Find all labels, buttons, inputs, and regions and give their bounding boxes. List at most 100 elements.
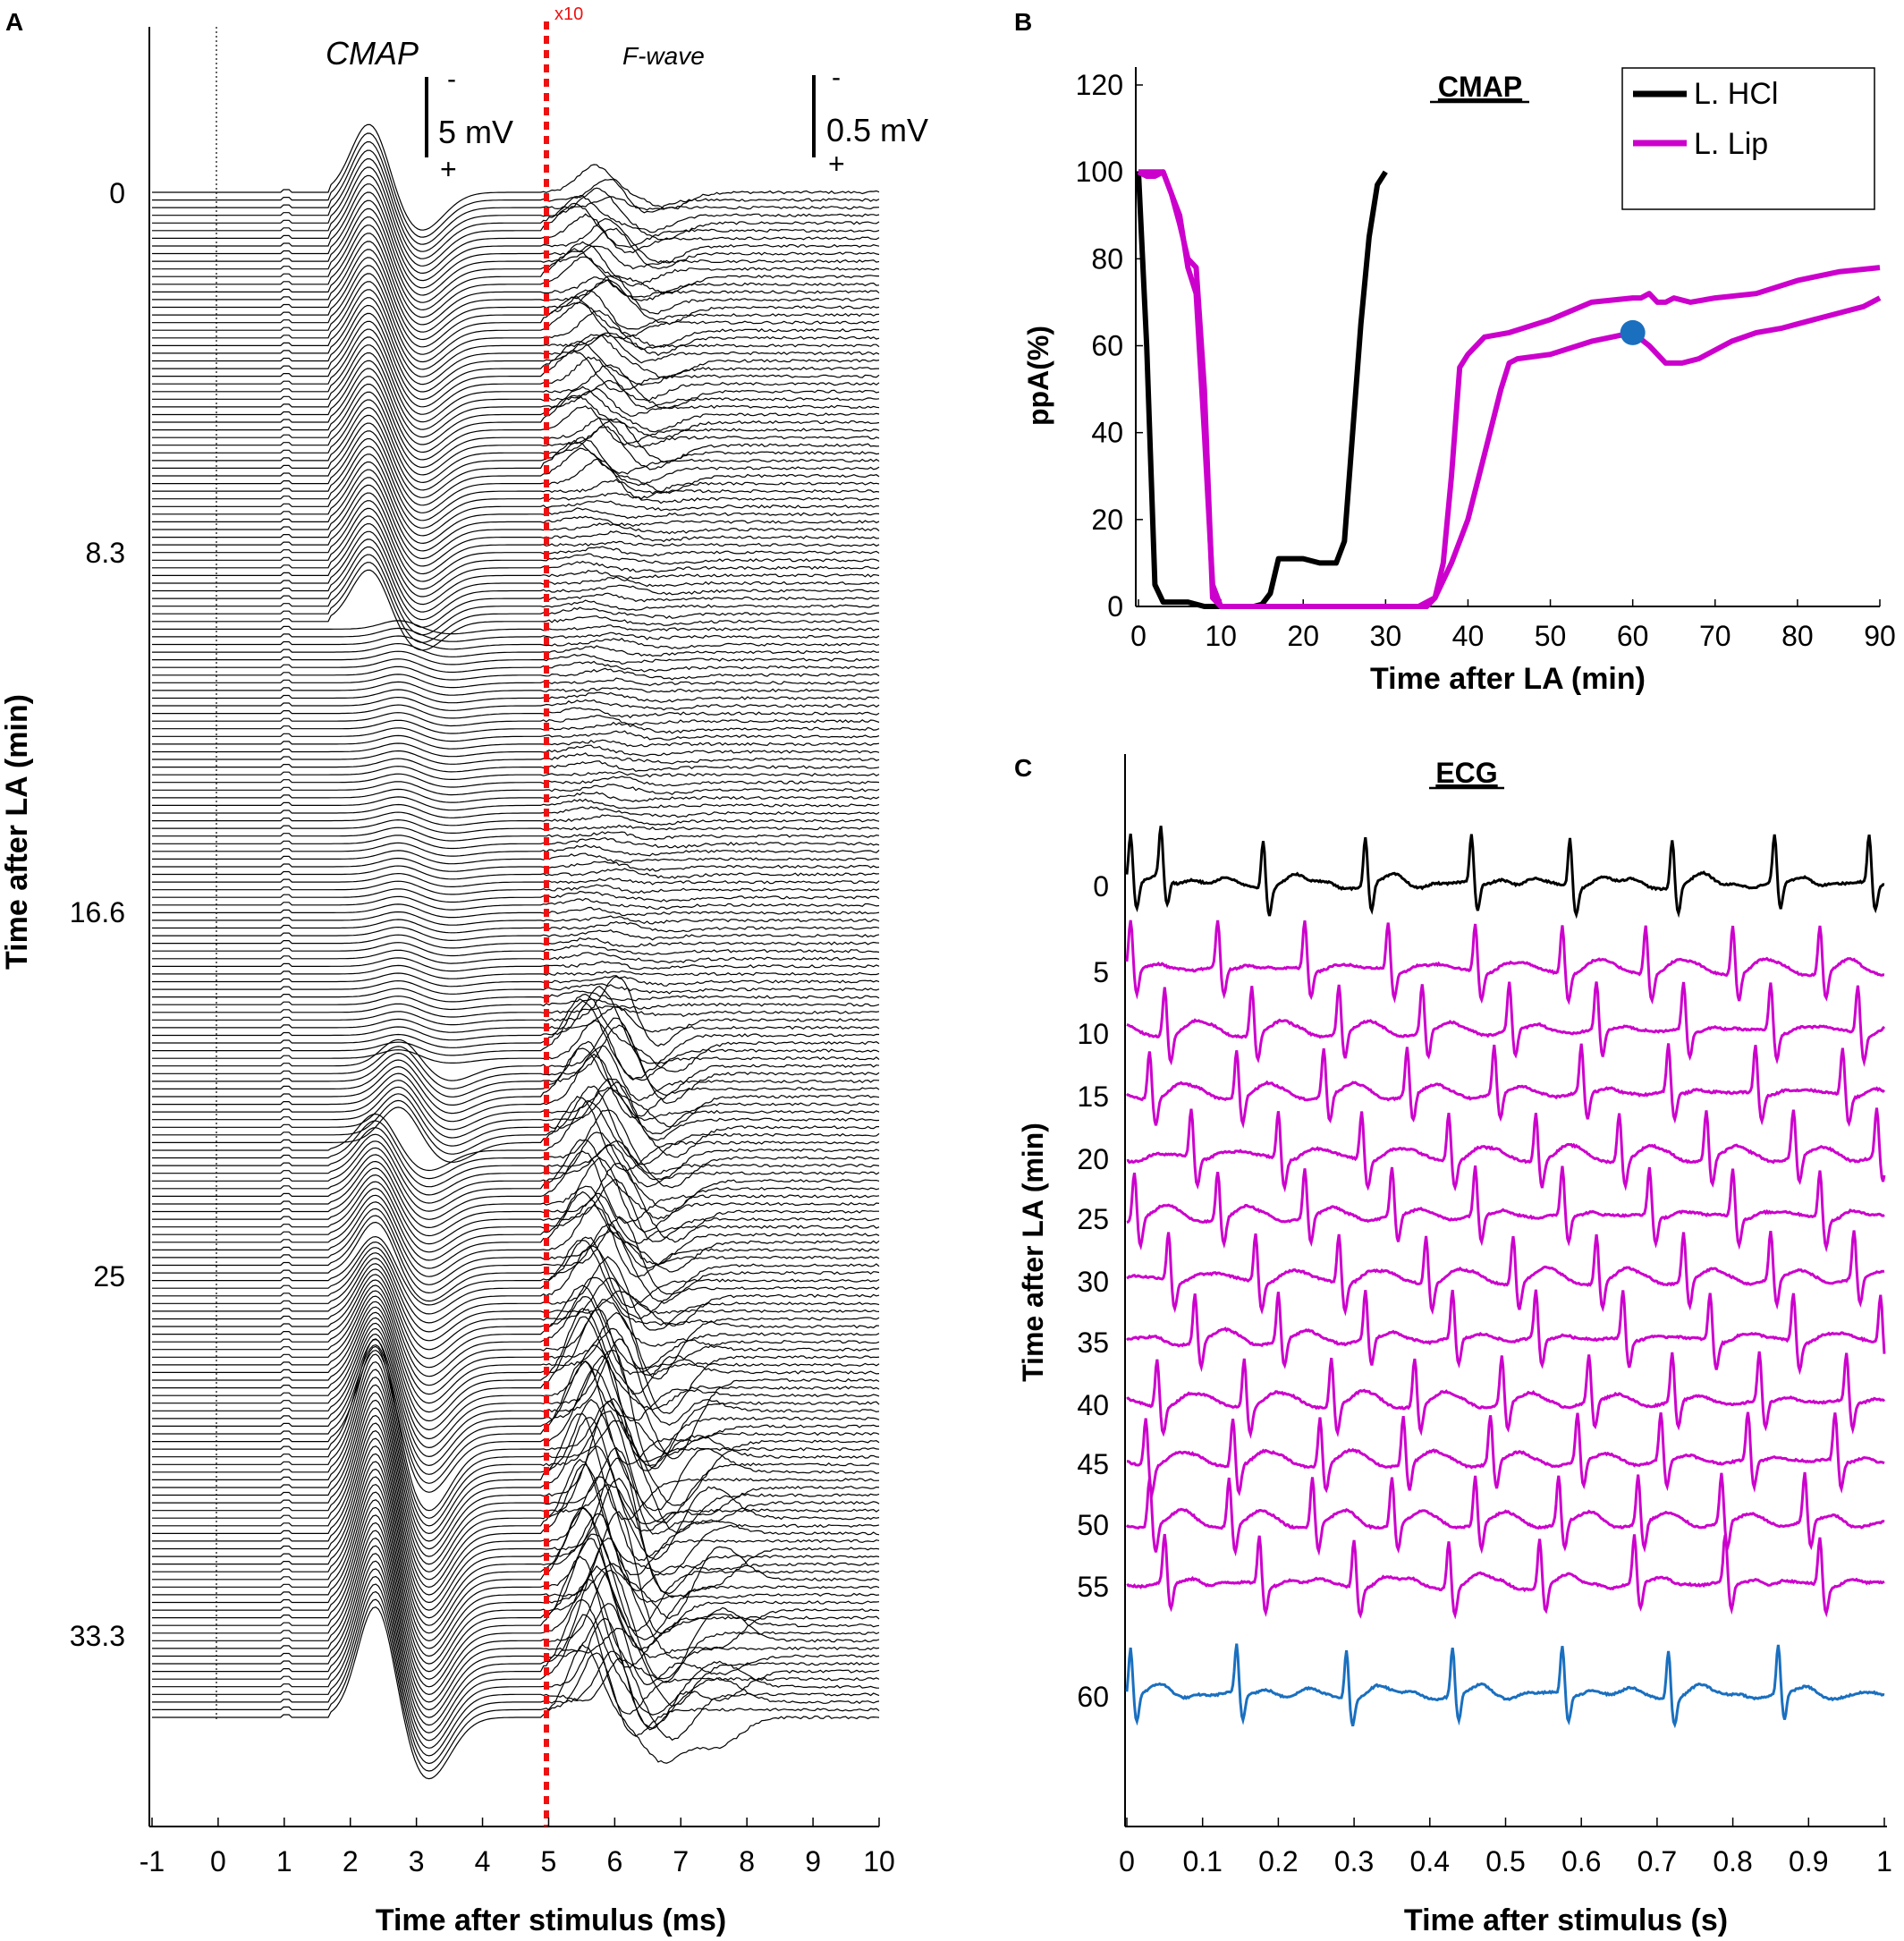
cmap-trace xyxy=(152,742,880,758)
cmap-trace xyxy=(152,1078,879,1158)
cmap-trace xyxy=(152,987,880,1003)
x-tick-label: 0.1 xyxy=(1182,1845,1222,1877)
ecg-row-label: 30 xyxy=(1077,1266,1109,1298)
cmap-trace xyxy=(152,1080,880,1131)
cmap-trace xyxy=(152,996,880,1011)
gain-marker-label: x10 xyxy=(554,4,583,24)
ecg-trace xyxy=(1125,1643,1885,1729)
cmap-trace xyxy=(152,1468,880,1642)
cmap-trace xyxy=(152,1003,880,1018)
x-tick-label: 30 xyxy=(1370,620,1402,652)
cmap-trace xyxy=(152,696,880,711)
x-tick-label: 0.2 xyxy=(1258,1845,1298,1877)
series-line-0 xyxy=(1136,170,1388,609)
y-tick-label: 0 xyxy=(109,177,125,209)
highlight-point xyxy=(1620,319,1646,345)
cmap-trace xyxy=(152,1575,880,1749)
x-tick-label: -1 xyxy=(140,1845,165,1877)
cmap-trace xyxy=(152,312,879,401)
cmap-trace xyxy=(152,1174,880,1245)
cmap-trace xyxy=(152,1127,880,1188)
x-tick-label: 50 xyxy=(1535,620,1567,652)
cmap-trace xyxy=(152,1553,880,1726)
cmap-trace xyxy=(152,888,880,903)
panel-a-label: A xyxy=(5,8,23,36)
ecg-trace xyxy=(1126,1107,1886,1193)
cmap-trace xyxy=(152,734,880,750)
x-tick-label: 1 xyxy=(1876,1845,1892,1877)
cmap-trace xyxy=(152,1181,880,1253)
ecg-trace xyxy=(1125,920,1885,1005)
cmap-trace xyxy=(152,642,880,657)
cmap-trace xyxy=(152,199,880,296)
cmap-trace xyxy=(152,515,880,598)
cmap-trace xyxy=(152,1139,880,1220)
cmap-trace xyxy=(152,712,880,727)
cmap-trace xyxy=(152,216,879,311)
y-tick-label: 100 xyxy=(1076,156,1123,188)
cmap-trace xyxy=(152,1484,880,1657)
cmap-trace xyxy=(152,665,880,681)
cmap-trace xyxy=(152,865,880,880)
cmap-trace xyxy=(152,1506,880,1680)
ecg-row-label: 60 xyxy=(1077,1681,1109,1713)
panel-b: B 0 10 20 30 40 50 60 70 80 90 0 20 40 60 80 100 120 CMA… xyxy=(1014,8,1896,696)
x-tick-label: 90 xyxy=(1864,620,1896,652)
ecg-row-label: 20 xyxy=(1077,1143,1109,1175)
cmap-trace xyxy=(152,1377,880,1550)
cmap-trace xyxy=(152,826,880,842)
cmap-trace xyxy=(152,304,880,393)
cmap-trace xyxy=(152,1461,880,1634)
fwave-scale-plus: + xyxy=(828,148,845,180)
cmap-trace xyxy=(152,1109,880,1189)
cmap-trace xyxy=(152,208,880,303)
cmap-trace xyxy=(152,1274,880,1369)
cmap-trace xyxy=(152,1150,880,1225)
cmap-trace xyxy=(152,191,880,289)
ecg-row-label: 55 xyxy=(1077,1571,1109,1603)
cmap-trace xyxy=(152,1338,880,1512)
cmap-trace xyxy=(152,281,880,370)
cmap-trace xyxy=(152,336,880,423)
cmap-trace xyxy=(152,554,880,636)
cmap-trace xyxy=(152,241,880,333)
cmap-trace xyxy=(152,1384,880,1557)
cmap-trace xyxy=(152,376,880,461)
cmap-trace xyxy=(152,1020,880,1081)
x-tick-label: 3 xyxy=(409,1845,425,1877)
cmap-trace xyxy=(152,1414,880,1589)
y-tick-label: 25 xyxy=(93,1260,125,1293)
panel-b-label: B xyxy=(1014,8,1032,36)
cmap-trace xyxy=(152,674,880,689)
cmap-trace xyxy=(152,1208,880,1285)
cmap-trace xyxy=(152,796,880,811)
cmap-trace xyxy=(152,1024,880,1105)
cmap-trace xyxy=(152,818,880,834)
cmap-trace xyxy=(152,727,880,742)
x-tick-label: 0 xyxy=(1130,620,1147,652)
cmap-trace xyxy=(152,1583,880,1757)
cmap-trace xyxy=(152,453,880,537)
cmap-trace xyxy=(152,1096,880,1172)
cmap-trace xyxy=(152,1017,880,1097)
cmap-scale-bg xyxy=(419,68,535,184)
cmap-trace xyxy=(152,957,880,972)
cmap-trace xyxy=(152,976,880,1047)
ecg-trace xyxy=(1126,1165,1885,1253)
cmap-trace xyxy=(152,1407,880,1581)
cmap-trace xyxy=(152,140,880,245)
ecg-trace xyxy=(1126,1230,1885,1317)
fwave-scale-minus: - xyxy=(832,63,841,92)
panel-c-label: C xyxy=(1014,754,1032,782)
cmap-trace xyxy=(152,911,880,926)
cmap-trace xyxy=(152,850,880,865)
cmap-trace xyxy=(152,1201,880,1277)
ecg-trace xyxy=(1126,1289,1886,1376)
cmap-trace xyxy=(152,1360,880,1535)
fwave-label-bg xyxy=(617,41,724,70)
cmap-label: CMAP xyxy=(326,35,419,72)
cmap-trace xyxy=(152,719,880,734)
cmap-trace xyxy=(152,704,880,719)
cmap-trace xyxy=(152,857,880,872)
cmap-trace xyxy=(152,1445,880,1619)
